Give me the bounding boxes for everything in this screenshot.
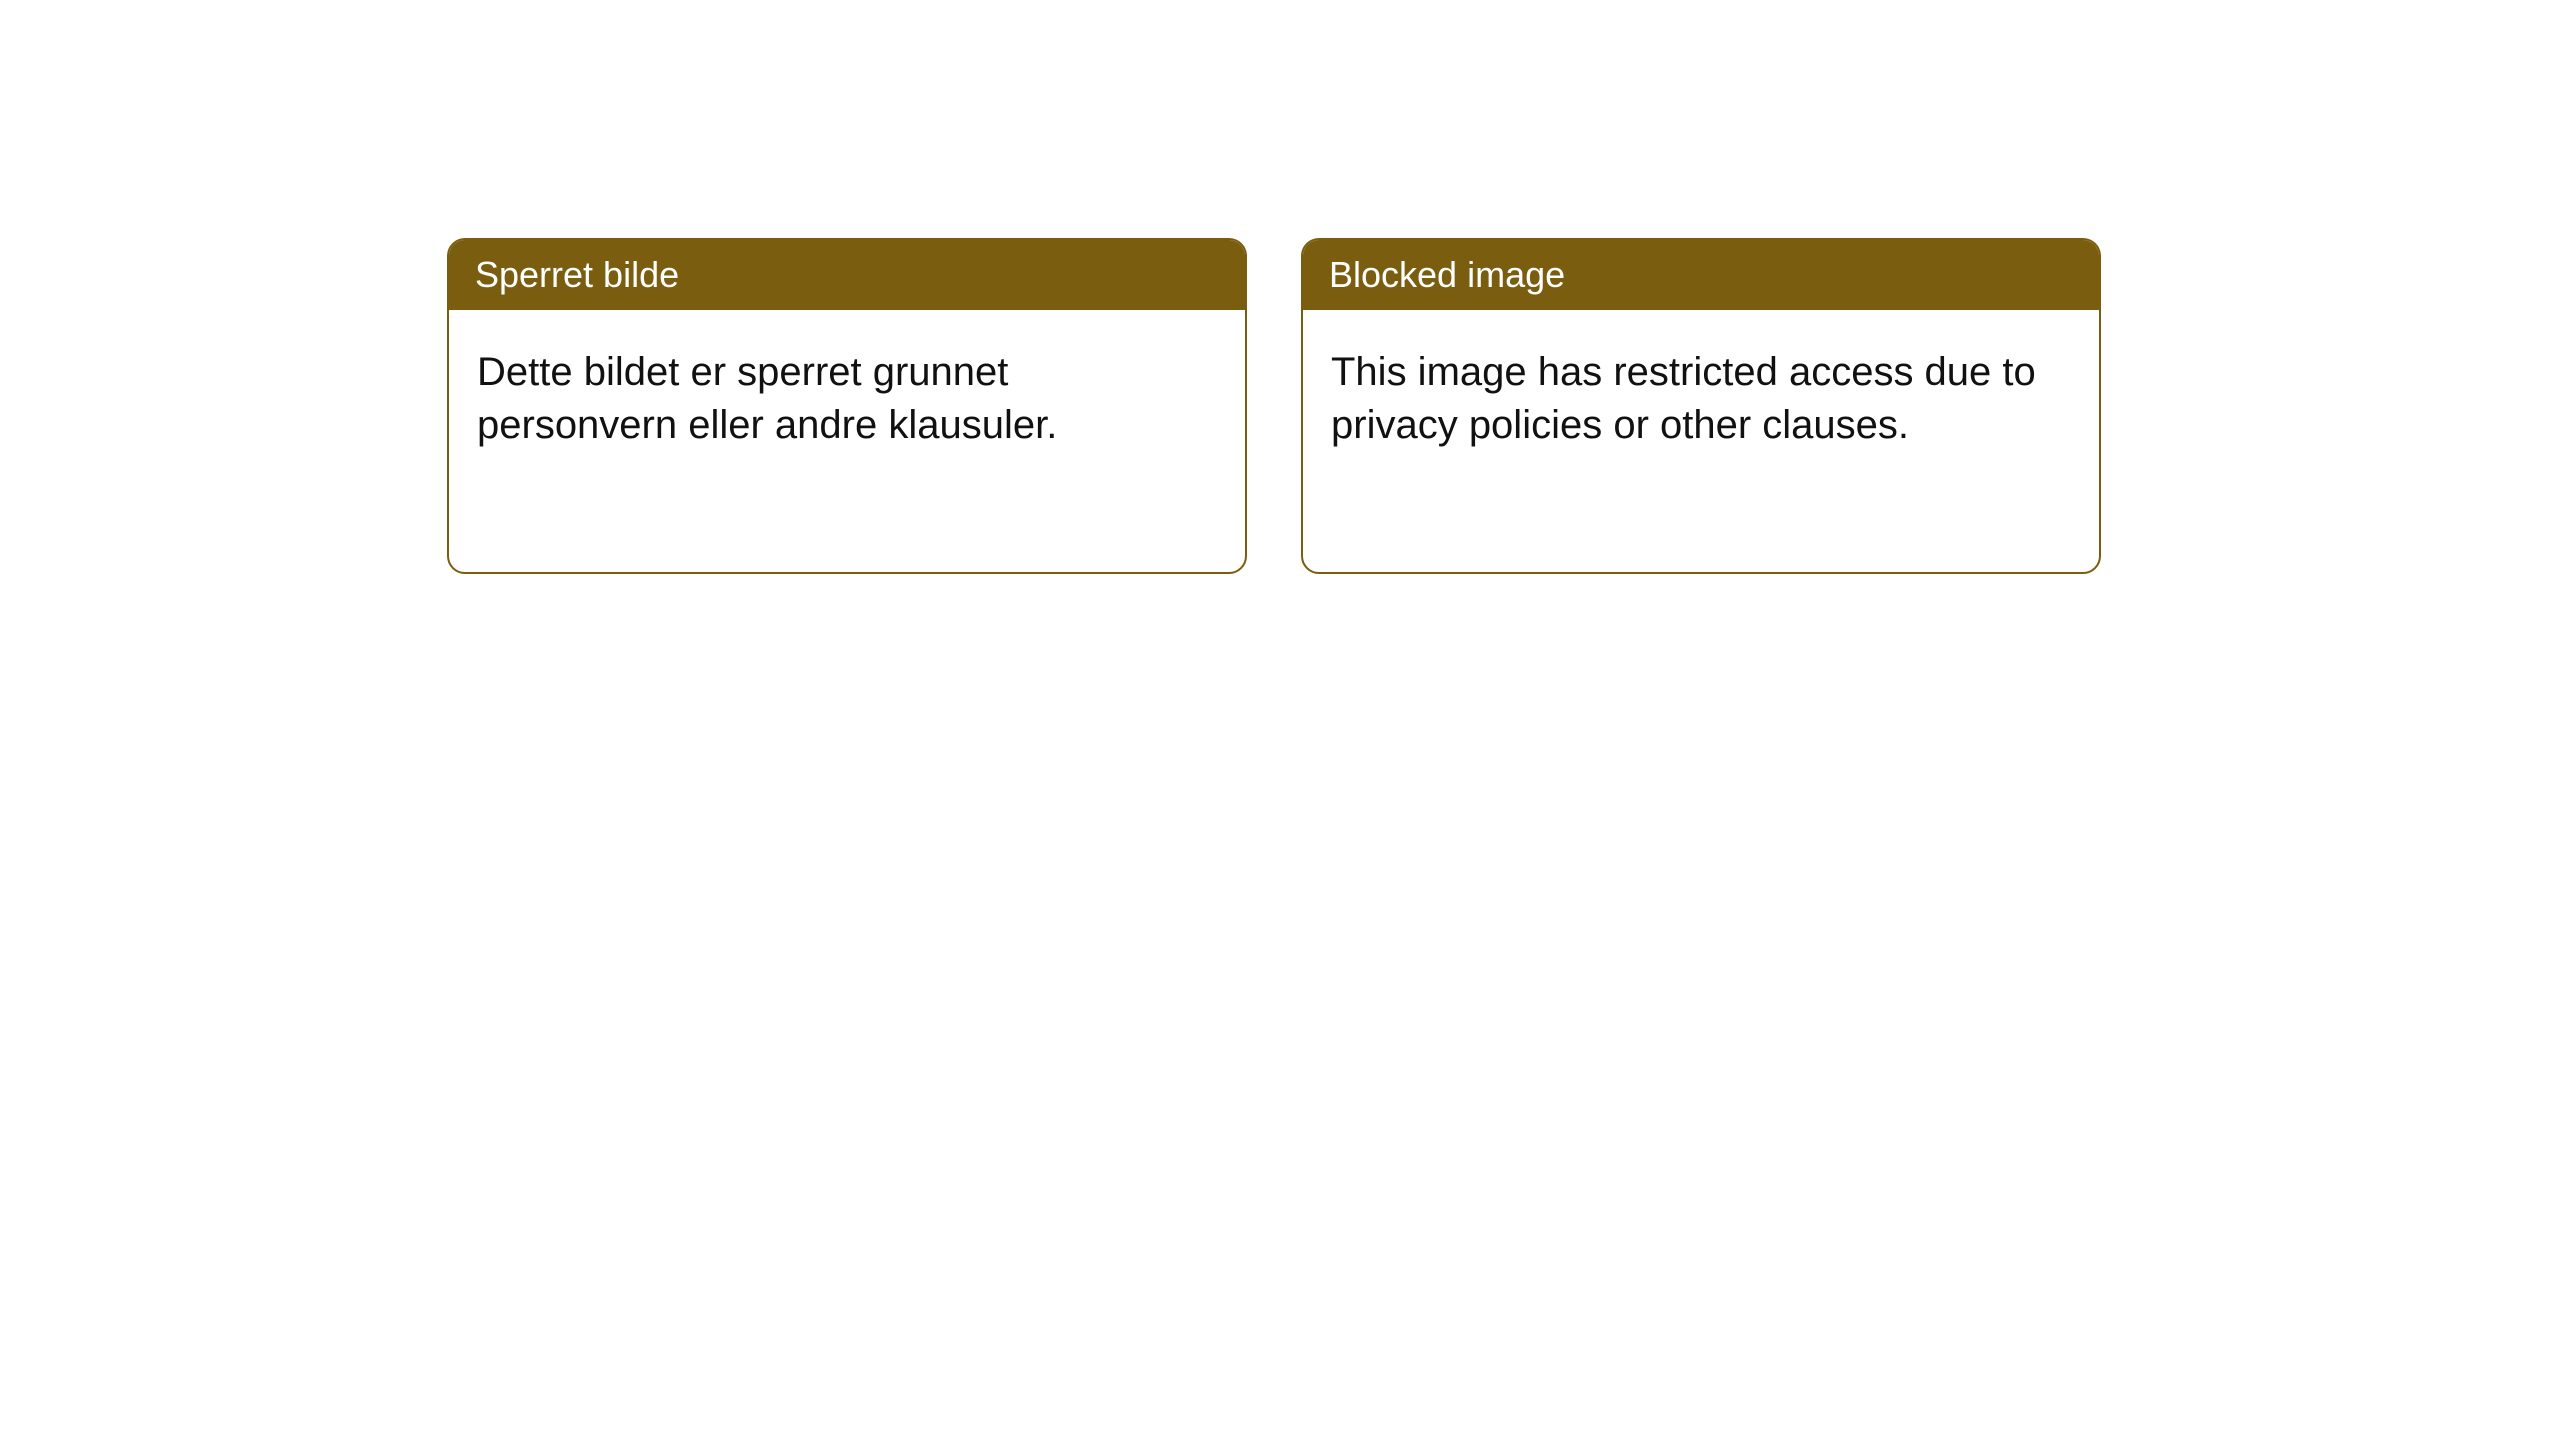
notice-card-english: Blocked image This image has restricted … bbox=[1301, 238, 2101, 574]
notice-body-norwegian: Dette bildet er sperret grunnet personve… bbox=[449, 310, 1245, 488]
notice-header-norwegian: Sperret bilde bbox=[449, 240, 1245, 310]
notice-container: Sperret bilde Dette bildet er sperret gr… bbox=[447, 238, 2101, 574]
notice-header-english: Blocked image bbox=[1303, 240, 2099, 310]
notice-card-norwegian: Sperret bilde Dette bildet er sperret gr… bbox=[447, 238, 1247, 574]
notice-body-english: This image has restricted access due to … bbox=[1303, 310, 2099, 488]
